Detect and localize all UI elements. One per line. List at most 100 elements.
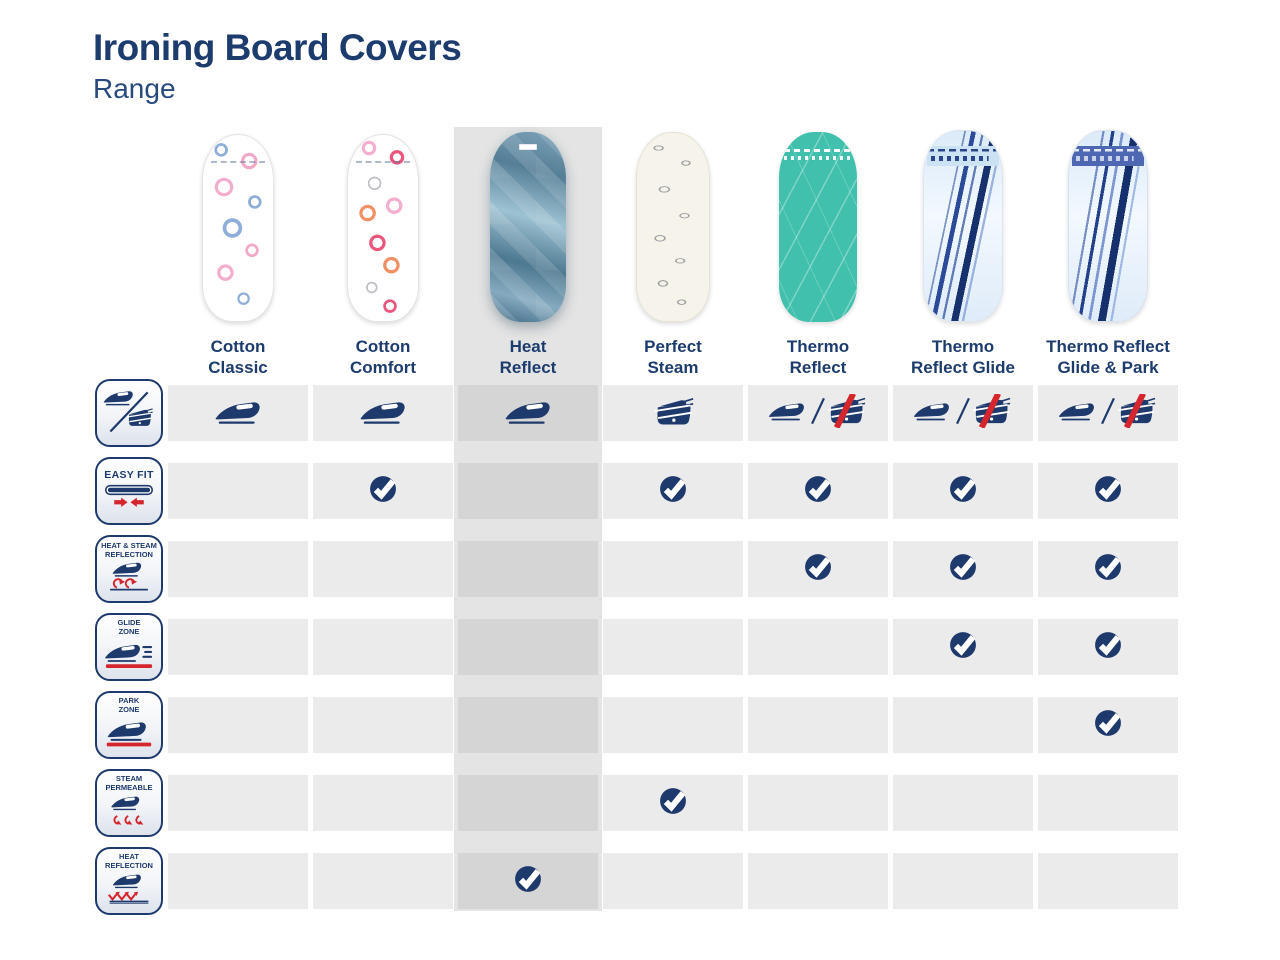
feature-cell-easy-fit <box>603 463 743 519</box>
feature-cell-iron-type <box>748 385 888 441</box>
cover-wrap <box>168 127 308 330</box>
glide-zone-icon <box>103 638 155 675</box>
product-column: Thermo Reflect Glide & Park <box>1038 127 1178 931</box>
cover-image-pale-blue-with-dark-diagonal-stripes-light-top-band <box>923 130 1003 322</box>
feature-icon-label: PARK ZONE <box>118 696 140 714</box>
feature-cell-heat-steam-reflection <box>1038 541 1178 597</box>
feature-cell-iron-type <box>603 385 743 441</box>
cover-image-pale-blue-with-dark-diagonal-stripes-blue-top-band <box>1068 130 1148 322</box>
feature-cell-glide-zone <box>1038 619 1178 675</box>
feature-icon-rail: EASY FIT HEAT & STEAM REFLECTION GLIDE ZON… <box>95 127 163 931</box>
product-label: Heat Reflect <box>499 337 557 377</box>
cover-wrap <box>313 127 453 330</box>
feature-icon-label: GLIDE ZONE <box>117 618 141 636</box>
product-label: Thermo Reflect Glide <box>911 337 1015 377</box>
check-circle-icon <box>513 864 543 899</box>
easy-fit-icon <box>103 484 155 513</box>
check-circle-icon <box>368 474 398 509</box>
feature-cell-park-zone <box>458 697 598 753</box>
feature-cell-glide-zone <box>893 619 1033 675</box>
feature-cell-heat-reflection <box>313 853 453 909</box>
steam-generator-icon <box>652 395 694 432</box>
feature-cell-steam-permeable <box>603 775 743 831</box>
heat-steam-reflection-icon <box>105 561 153 596</box>
feature-cell-steam-permeable <box>458 775 598 831</box>
park-zone-feature-icon: PARK ZONE <box>95 691 163 759</box>
feature-cell-park-zone <box>893 697 1033 753</box>
cover-image-white-with-blue-and-pink-flowers <box>202 134 274 322</box>
feature-cell-glide-zone <box>603 619 743 675</box>
feature-cell-park-zone <box>1038 697 1178 753</box>
heat-reflection-icon <box>105 872 153 909</box>
check-circle-icon <box>1093 708 1123 743</box>
feature-cell-heat-steam-reflection <box>168 541 308 597</box>
feature-cell-iron-type <box>1038 385 1178 441</box>
check-circle-icon <box>1093 630 1123 665</box>
feature-icon-label: EASY FIT <box>104 469 154 482</box>
feature-cell-heat-reflection <box>1038 853 1178 909</box>
product-label: Cotton Comfort <box>349 337 417 377</box>
feature-cell-iron-type <box>168 385 308 441</box>
feature-cell-park-zone <box>603 697 743 753</box>
feature-cell-iron-type <box>893 385 1033 441</box>
feature-cell-heat-steam-reflection <box>458 541 598 597</box>
feature-cell-steam-permeable <box>748 775 888 831</box>
product-column: Cotton Comfort <box>313 127 453 931</box>
check-circle-icon <box>1093 552 1123 587</box>
product-label: Thermo Reflect Glide & Park <box>1046 337 1170 377</box>
cover-image-metallic-steel-blue-diamond-pattern <box>490 132 566 322</box>
header: Ironing Board Covers Range <box>93 27 462 105</box>
product-label: Perfect Steam <box>644 337 702 377</box>
page-subtitle: Range <box>93 72 176 104</box>
cover-wrap <box>458 127 598 330</box>
park-zone-icon <box>103 716 155 753</box>
feature-cell-steam-permeable <box>893 775 1033 831</box>
product-column: Perfect Steam <box>603 127 743 931</box>
check-circle-icon <box>948 552 978 587</box>
feature-cell-easy-fit <box>458 463 598 519</box>
steam-iron-no-generator-icon <box>768 391 868 433</box>
feature-cell-glide-zone <box>458 619 598 675</box>
cover-wrap <box>748 127 888 330</box>
page-title: Ironing Board Covers <box>93 27 462 68</box>
steam-permeable-icon <box>105 794 153 831</box>
product-column: Thermo Reflect <box>748 127 888 931</box>
feature-cell-glide-zone <box>313 619 453 675</box>
feature-cell-easy-fit <box>313 463 453 519</box>
check-circle-icon <box>803 552 833 587</box>
steam-iron-icon <box>214 397 262 430</box>
feature-cell-heat-reflection <box>458 853 598 909</box>
cover-image-turquoise-with-white-feathers <box>779 132 857 322</box>
feature-cell-easy-fit <box>748 463 888 519</box>
steam-iron-icon <box>504 397 552 430</box>
feature-cell-heat-steam-reflection <box>748 541 888 597</box>
feature-cell-iron-type <box>458 385 598 441</box>
feature-icon-label: HEAT REFLECTION <box>105 852 153 870</box>
feature-cell-heat-steam-reflection <box>893 541 1033 597</box>
feature-cell-steam-permeable <box>1038 775 1178 831</box>
cover-wrap <box>893 127 1033 330</box>
feature-cell-iron-type <box>313 385 453 441</box>
product-column: Heat Reflect <box>458 127 598 931</box>
comparison-table: EASY FIT HEAT & STEAM REFLECTION GLIDE ZON… <box>95 127 1178 931</box>
feature-cell-glide-zone <box>168 619 308 675</box>
feature-cell-heat-steam-reflection <box>603 541 743 597</box>
check-circle-icon <box>658 474 688 509</box>
feature-cell-easy-fit <box>168 463 308 519</box>
cover-image-cream-with-sketched-grey-leaves <box>636 132 710 322</box>
feature-cell-heat-reflection <box>893 853 1033 909</box>
steam-permeable-feature-icon: STEAM PERMEABLE <box>95 769 163 837</box>
easy-fit-feature-icon: EASY FIT <box>95 457 163 525</box>
steam-iron-no-generator-icon <box>913 391 1013 433</box>
steam-iron-and-generator-icon <box>102 384 156 443</box>
feature-cell-heat-steam-reflection <box>313 541 453 597</box>
check-circle-icon <box>1093 474 1123 509</box>
feature-icon-label: HEAT & STEAM REFLECTION <box>101 541 157 559</box>
check-circle-icon <box>658 786 688 821</box>
check-circle-icon <box>803 474 833 509</box>
product-column: Thermo Reflect Glide <box>893 127 1033 931</box>
feature-cell-park-zone <box>313 697 453 753</box>
cover-wrap <box>1038 127 1178 330</box>
iron-type-feature-icon <box>95 379 163 447</box>
